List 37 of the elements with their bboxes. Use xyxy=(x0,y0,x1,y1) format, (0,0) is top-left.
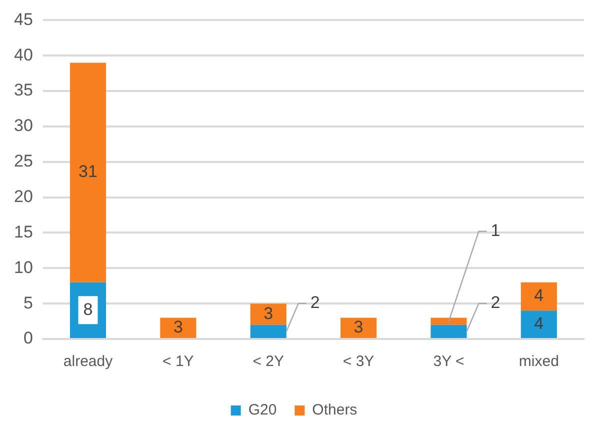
x-tick-label: < 2Y xyxy=(252,353,284,370)
data-label: 31 xyxy=(78,162,98,182)
bar xyxy=(520,310,557,338)
x-tick-label: < 1Y xyxy=(162,353,194,370)
y-tick-label: 30 xyxy=(14,116,33,136)
y-tick-label: 40 xyxy=(14,45,33,64)
bar xyxy=(250,304,286,325)
y-tick-label: 0 xyxy=(23,328,33,348)
bar xyxy=(430,324,467,338)
y-tick-label: 20 xyxy=(14,187,33,206)
legend-label: G20 xyxy=(248,402,277,419)
y-tick-label: 45 xyxy=(14,10,33,29)
y-tick-label: 5 xyxy=(23,293,33,312)
legend-label: Others xyxy=(312,402,358,419)
data-label: 3 xyxy=(354,318,364,337)
y-tick-label: 10 xyxy=(14,258,33,277)
bar xyxy=(70,62,106,282)
bar xyxy=(430,318,467,325)
y-tick-label: 25 xyxy=(14,152,33,171)
x-tick-label: < 3Y xyxy=(342,353,374,370)
data-label: 8 xyxy=(83,300,93,319)
x-tick-label: already xyxy=(63,353,114,370)
bar xyxy=(340,318,377,338)
data-label: 4 xyxy=(534,314,544,334)
y-tick-label: 35 xyxy=(14,80,33,100)
data-label: 3 xyxy=(173,318,183,337)
y-tick-label: 15 xyxy=(14,222,33,242)
data-label: 3 xyxy=(264,304,274,323)
data-label: 2 xyxy=(310,293,320,312)
bar xyxy=(520,282,557,311)
bar xyxy=(160,318,196,338)
x-tick-label: 3Y < xyxy=(433,353,464,370)
data-label: 4 xyxy=(534,286,544,306)
x-tick-label: mixed xyxy=(518,353,559,370)
data-label: 2 xyxy=(490,293,500,312)
data-label: 1 xyxy=(490,220,500,240)
bar xyxy=(250,324,286,338)
